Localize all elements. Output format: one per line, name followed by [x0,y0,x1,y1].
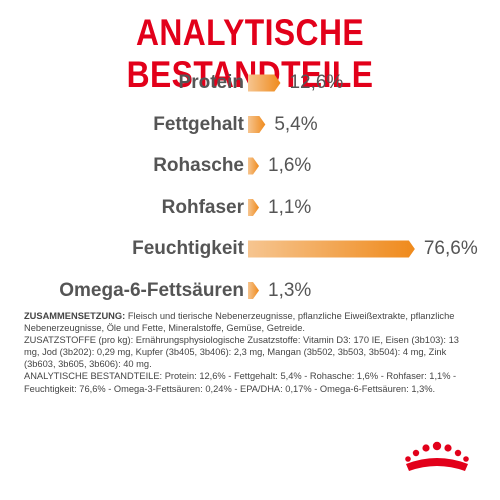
composition-analytical: ANALYTISCHE BESTANDTEILE: Protein: 12,6%… [24,371,457,394]
bar-chart [248,74,415,299]
chart-row: Rohfaser 1,1% [0,193,500,223]
value-label: 12,6% [289,72,344,93]
category-label: Fettgehalt [153,113,244,135]
composition-heading: ZUSAMMENSETZUNG: [24,311,126,321]
bar-omega-6-fetts-uren [248,282,259,299]
value-label: 5,4% [274,113,318,135]
value-label: 1,1% [268,196,312,218]
value-label: 76,6% [423,238,478,259]
category-label: Omega-6-Fettsäuren [59,279,244,301]
composition-ingredients: Fleisch und tierische Nebenerzeugnisse, … [24,311,455,334]
bar-fettgehalt [248,116,266,133]
category-label: Rohasche [153,155,244,176]
bar-rohasche [248,157,259,175]
bar-protein [248,74,281,92]
royal-canin-crown-icon [405,441,469,471]
bar-rohfaser [248,199,259,216]
composition-additives: ZUSATZSTOFFE (pro kg): Ernährungsphysiol… [24,335,459,370]
value-label: 1,3% [268,279,312,301]
category-label: Protein [178,72,244,93]
chart-row: Feuchtigkeit 76,6% [0,234,500,264]
chart-row: Fettgehalt 5,4% [0,110,500,140]
value-label: 1,6% [268,155,312,176]
chart-row: Omega-6-Fettsäuren 1,3% [0,276,500,306]
chart-row: Protein 12,6% [0,68,500,98]
composition-text: ZUSAMMENSETZUNG: Fleisch und tierische N… [24,310,464,395]
category-label: Feuchtigkeit [132,238,244,259]
category-label: Rohfaser [161,196,244,218]
chart-row: Rohasche 1,6% [0,151,500,181]
bar-feuchtigkeit [248,240,415,258]
